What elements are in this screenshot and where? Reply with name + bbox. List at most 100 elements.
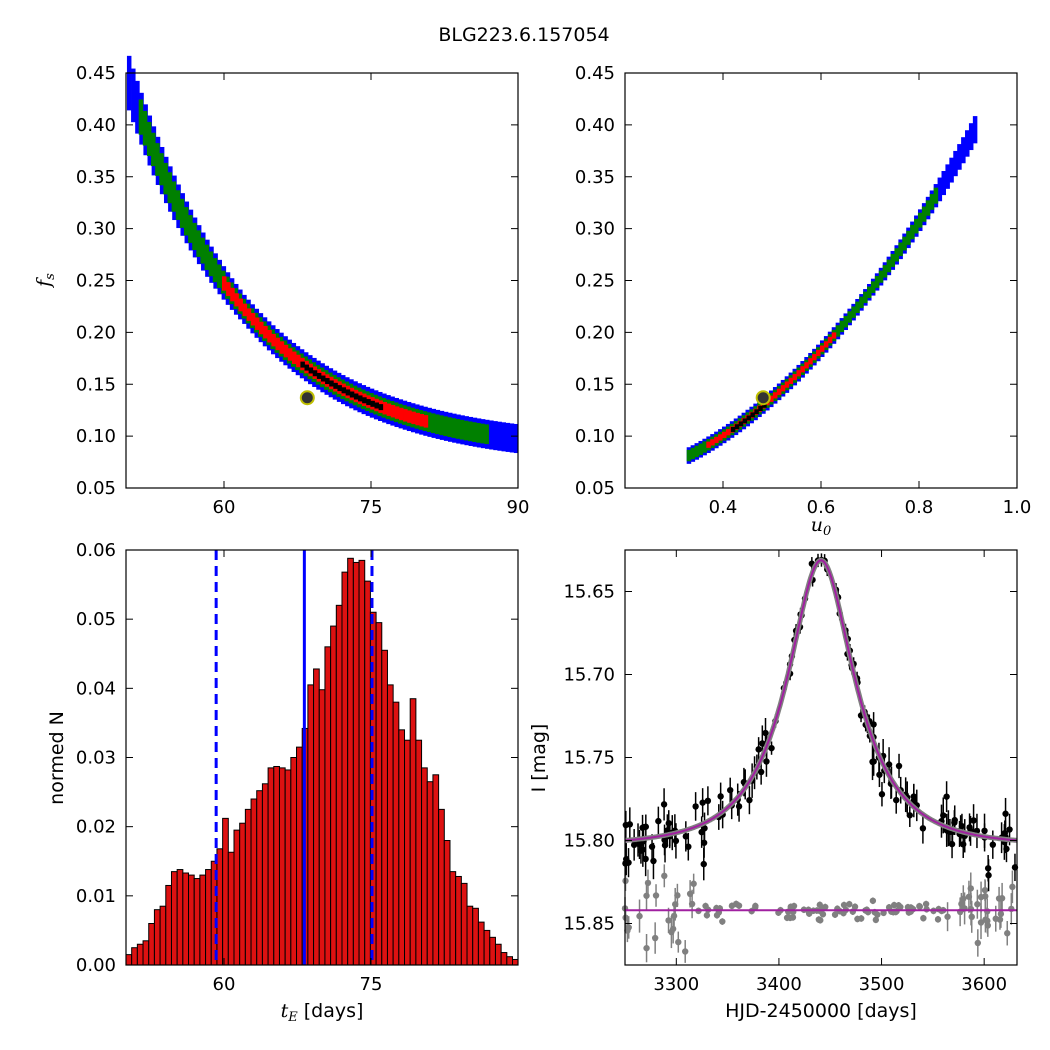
u0-fs-cell-green (910, 224, 915, 240)
te-fs-cell-green (196, 230, 201, 257)
photometry-point (981, 827, 988, 835)
te-fs-cell-red (271, 333, 276, 347)
photometry-point (948, 840, 956, 848)
photometry-point (762, 729, 769, 737)
te-histogram-bar (483, 929, 491, 966)
te-fs-cell-red (250, 313, 256, 326)
u0-fs-best-fit-marker (755, 390, 771, 406)
te-histogram-bar (375, 622, 383, 966)
te-histogram-xlabel: tE [days] (281, 1000, 364, 1025)
te-fs-cell-red (279, 341, 285, 354)
te-fs-cell-blue (126, 55, 132, 111)
te-histogram-bar (512, 958, 519, 966)
light-curve-ylabel: I [mag] (528, 724, 550, 793)
u0-fs-ytick-label: 0.35 (575, 167, 615, 188)
photometry-point (700, 860, 707, 868)
te-fs-best-fit-marker (299, 390, 315, 406)
te-histogram-bar (261, 783, 269, 966)
te-histogram-bar (284, 769, 292, 966)
te-fs-cell-green (463, 420, 469, 441)
u0-fs-cell-red (831, 332, 837, 339)
te-fs-cell-red (394, 406, 400, 419)
te-fs-cell-black (312, 370, 318, 377)
te-histogram-bar (227, 851, 235, 966)
u0-fs-cell-green (914, 218, 919, 234)
te-fs-cell-green (480, 423, 485, 444)
te-fs-cell-green (159, 153, 164, 186)
te-fs-cell-black (345, 389, 351, 396)
u0-fs-cell-red (772, 392, 778, 399)
photometry-point (650, 857, 657, 865)
residual-point (944, 913, 951, 920)
te-fs-cell-green (151, 132, 156, 167)
u0-fs-cell-green (894, 248, 899, 262)
u0-fs-density (686, 116, 978, 464)
te-fs-cell-green (216, 264, 222, 288)
te-fs-cell-black (349, 391, 355, 398)
photometry-point (625, 859, 632, 866)
photometry-point (692, 803, 699, 810)
photometry-point (636, 841, 643, 848)
te-histogram-bar (136, 943, 144, 966)
te-histogram-bar (472, 907, 479, 966)
te-histogram-bar (188, 874, 195, 966)
u0-fs-ytick-label: 0.05 (575, 478, 615, 499)
u0-fs-xtick-label: 1.0 (1003, 497, 1032, 518)
photometry-point (958, 822, 966, 830)
photometry-point (876, 771, 883, 778)
residual-point (922, 900, 930, 908)
u0-fs-cell-red (804, 362, 809, 369)
light-curve-xlabel: HJD-2450000 [days] (725, 1000, 917, 1022)
te-fs-cell-green (163, 162, 168, 195)
te-histogram-bar (182, 872, 190, 966)
light-curve-ytick-label: 15.70 (563, 665, 615, 686)
te-fs-cell-green (142, 110, 148, 146)
u0-fs-xtick-label: 0.6 (807, 497, 836, 518)
te-fs-cell-green (430, 413, 436, 434)
te-histogram-bar (358, 559, 366, 966)
photometry-point (700, 839, 708, 846)
photometry-point (727, 786, 734, 794)
te-histogram-bar (273, 765, 280, 966)
te-histogram-bar (250, 798, 258, 966)
u0-fs-cell-red (819, 345, 825, 352)
residual-point (644, 879, 652, 887)
u0-fs-ytick-label: 0.40 (575, 115, 615, 136)
u0-fs-ytick-label: 0.10 (575, 426, 615, 447)
te-fs-cell-red (407, 410, 412, 423)
te-fs-cell-red (234, 293, 239, 307)
te-fs-ytick-label: 0.35 (76, 167, 116, 188)
te-histogram-bar (278, 767, 286, 966)
residual-point (934, 916, 942, 923)
light-curve-ytick-label: 15.80 (563, 831, 615, 852)
photometry-point (1002, 810, 1009, 817)
te-fs-cell-green (439, 415, 444, 436)
te-fs-cell-black (358, 395, 363, 402)
u0-fs-cell-black (742, 418, 748, 424)
light-curve-ytick-label: 15.65 (563, 582, 615, 603)
te-fs-cell-blue (501, 422, 506, 452)
te-fs-cell-red (238, 298, 243, 312)
residual-point (846, 900, 853, 908)
panel-te-fs: 60 75 90 0.05 0.10 0.15 0.20 0.25 0.30 0.35 0.40 0.… (33, 55, 529, 518)
u0-fs-cell-red (823, 341, 829, 348)
te-fs-cell-green (426, 412, 432, 433)
te-fs-cell-black (308, 367, 314, 374)
te-fs-cell-red (398, 407, 404, 421)
te-fs-cell-red (242, 303, 248, 317)
u0-fs-cell-red (827, 336, 833, 344)
te-histogram-bar (159, 905, 167, 966)
residual-point (702, 902, 709, 910)
residual-point (885, 904, 893, 911)
residual-point (858, 915, 865, 922)
te-fs-cell-blue (509, 423, 515, 453)
u0-fs-cell-black (750, 412, 755, 418)
light-curve-xtick-label: 3400 (756, 974, 802, 995)
residual-point (661, 872, 668, 880)
te-fs-cell-green (167, 172, 173, 204)
u0-fs-cell-red (808, 358, 813, 365)
te-histogram-bar (392, 701, 400, 966)
u0-fs-ticks: 0.4 0.6 0.8 1.0 0.05 0.10 0.15 0.20 0.25 0.30 0.35… (575, 63, 1031, 518)
te-fs-cell-green (179, 198, 185, 228)
te-fs-cell-red (254, 317, 260, 330)
